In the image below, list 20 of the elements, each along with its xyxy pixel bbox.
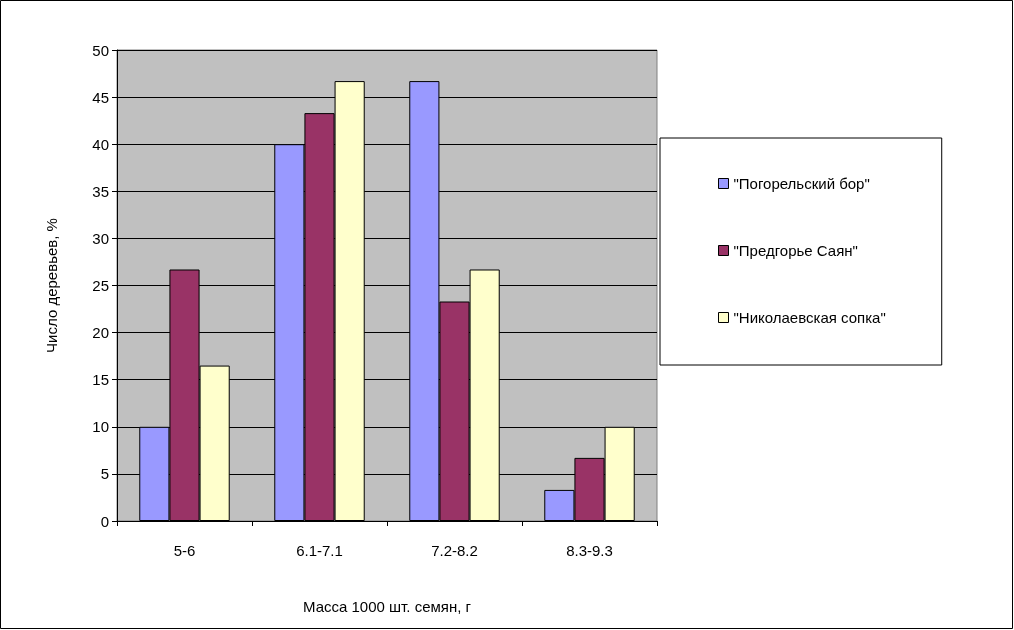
x-tick-label: 8.3-9.3: [566, 542, 613, 559]
y-tick-label: 30: [92, 229, 109, 247]
legend-label: "Предгорье Саян": [733, 242, 858, 259]
legend-label: "Погорельский бор": [733, 175, 870, 192]
x-tick-label: 5-6: [173, 542, 196, 559]
y-tick-label: 25: [92, 277, 109, 294]
legend-label: "Николаевская сопка": [733, 309, 886, 326]
y-tick-label: 15: [92, 371, 109, 389]
y-axis-title: Число деревьев, %: [43, 218, 60, 353]
x-tick-label: 6.1-7.1: [296, 542, 343, 559]
y-tick-label: 45: [92, 88, 109, 106]
y-tick-label: 5: [100, 465, 109, 483]
x-axis-title: Масса 1000 шт. семян, г: [303, 598, 472, 615]
y-tick-label: 0: [100, 512, 109, 530]
y-tick-label: 10: [92, 418, 109, 436]
y-tick-label: 40: [92, 135, 109, 153]
y-tick-label: 20: [92, 324, 109, 342]
y-tick-label: 50: [92, 41, 109, 59]
x-tick-label: 7.2-8.2: [431, 542, 478, 559]
y-tick-label: 35: [92, 182, 109, 200]
